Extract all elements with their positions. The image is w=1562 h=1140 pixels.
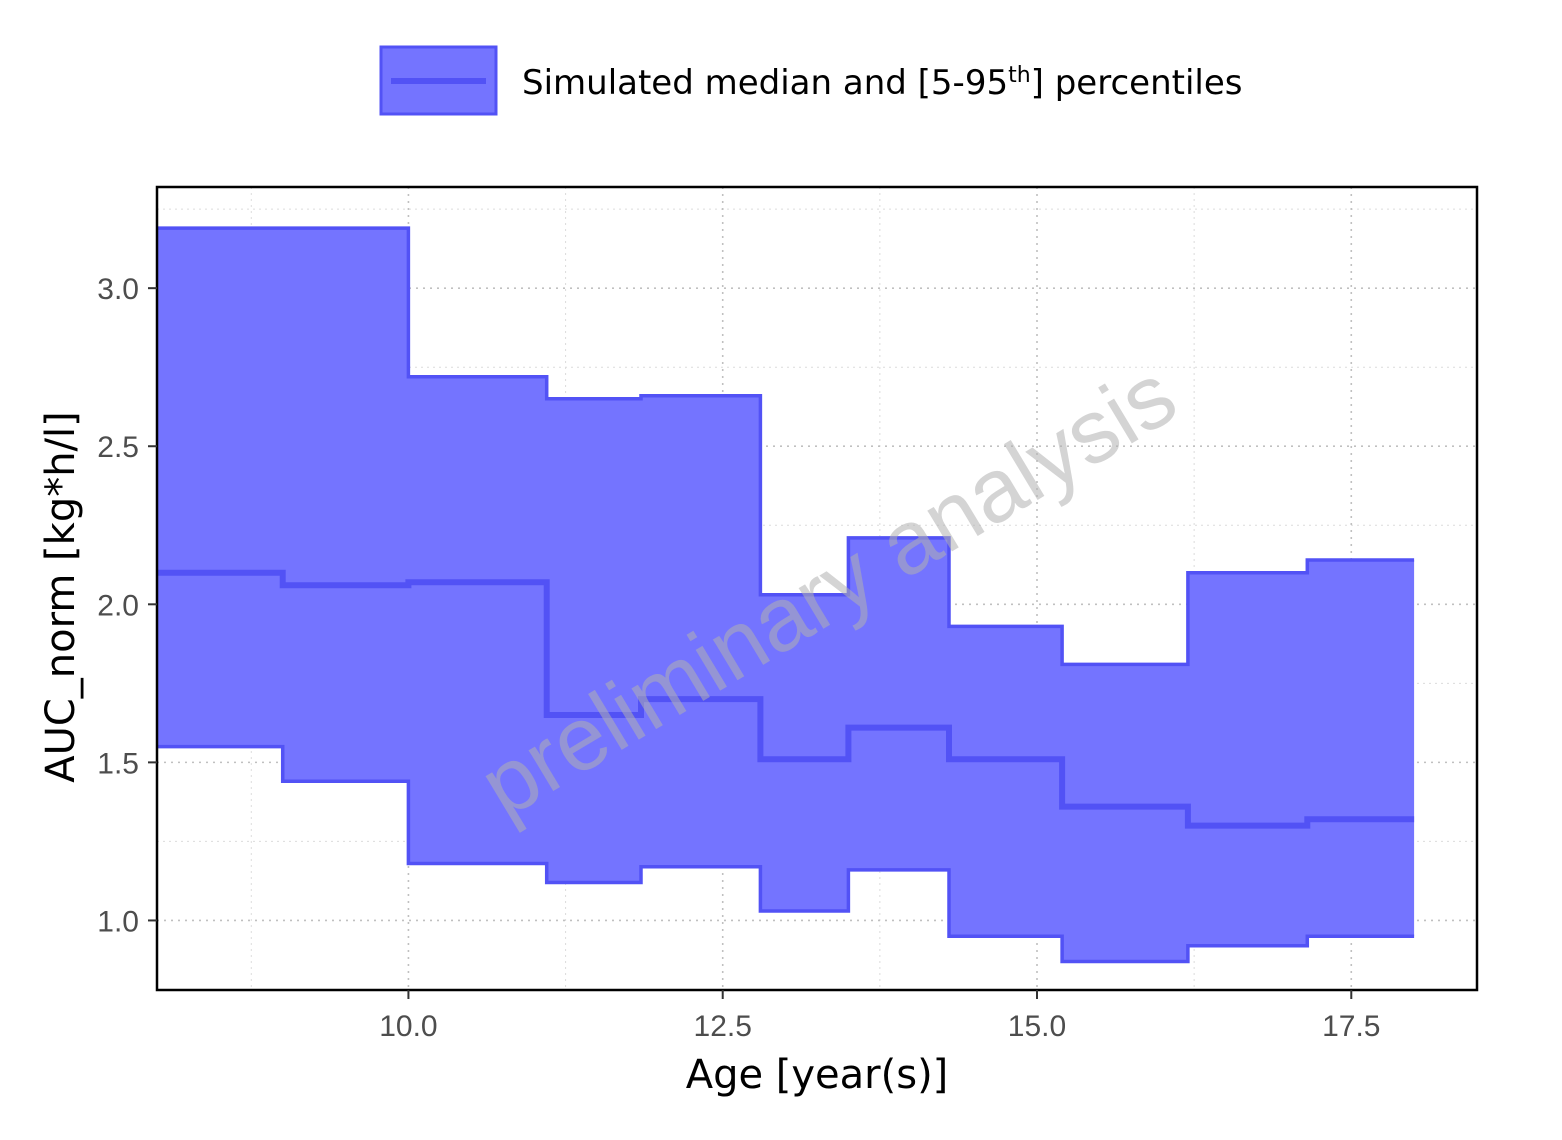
median-line-group xyxy=(157,569,1415,829)
legend-label: Simulated median and [5-95th] percentile… xyxy=(522,63,1242,103)
axis-ticks: 10.0 12.5 15.0 17.5 1.0 1.5 2.0 2.5 3.0 xyxy=(97,273,1380,1043)
y-tick-label: 2.0 xyxy=(97,589,139,622)
y-tick-label: 2.5 xyxy=(97,431,139,464)
plot-border xyxy=(155,185,1479,992)
x-axis-title: Age [year(s)] xyxy=(686,1052,949,1098)
x-tick-label: 12.5 xyxy=(694,1010,752,1043)
x-tick-label: 17.5 xyxy=(1322,1010,1380,1043)
median-line xyxy=(157,569,1415,829)
legend-label-sup: th xyxy=(1008,63,1031,88)
legend: Simulated median and [5-95th] percentile… xyxy=(379,45,1242,116)
y-axis-title: AUC_norm [kg*h/l] xyxy=(38,411,84,783)
legend-label-main: Simulated median and [5-95 xyxy=(522,63,1008,103)
y-tick-label: 1.5 xyxy=(97,747,139,780)
percentile-band xyxy=(157,226,1415,964)
x-tick-label: 15.0 xyxy=(1008,1010,1066,1043)
x-tick-label: 10.0 xyxy=(379,1010,437,1043)
y-tick-label: 3.0 xyxy=(97,273,139,306)
p5-line xyxy=(157,744,1415,964)
legend-label-end: ] percentiles xyxy=(1031,63,1243,103)
y-tick-label: 1.0 xyxy=(97,905,139,938)
p95-line xyxy=(157,226,1415,667)
